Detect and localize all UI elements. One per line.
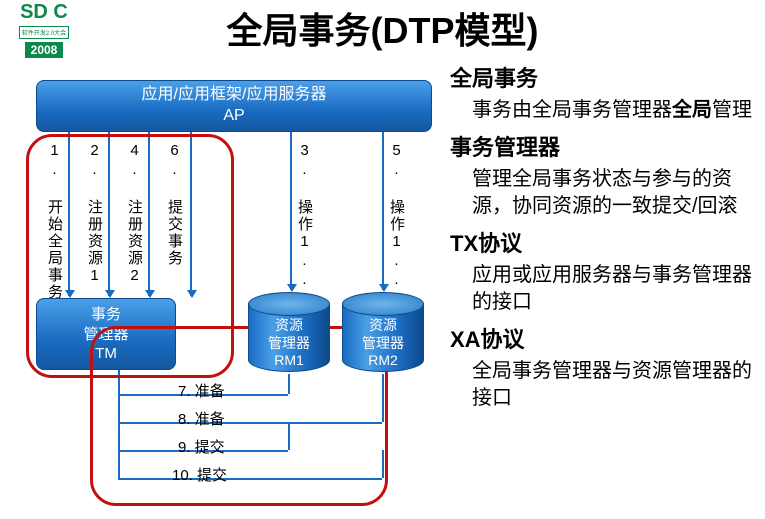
s10-v2 <box>382 450 384 478</box>
rm2-top <box>342 292 424 316</box>
rm1-top <box>248 292 330 316</box>
ap-line2: AP <box>37 106 431 127</box>
s10-v1 <box>118 450 120 478</box>
arrow-3 <box>290 132 292 290</box>
step-7: 7. 准备 <box>178 380 225 400</box>
right-panel: 全局事务 事务由全局事务管理器全局管理 事务管理器 管理全局事务状态与参与的资源… <box>450 55 760 418</box>
rm1-line2: 管理器 <box>249 335 329 353</box>
tm-line1: 事务 <box>37 305 175 325</box>
rm2-line2: 管理器 <box>343 335 423 353</box>
text-tx-proto: 应用或应用服务器与事务管理器的接口 <box>472 262 760 316</box>
arrow-5 <box>382 132 384 290</box>
arrow-4 <box>148 132 150 296</box>
step-10: 10. 提交 <box>172 464 227 484</box>
step-9: 9. 提交 <box>178 436 225 456</box>
text-tm: 管理全局事务状态与参与的资源，协同资源的一致提交/回滚 <box>472 166 760 220</box>
s8-v1 <box>118 394 120 422</box>
label-5: 5. 操作1..n <box>386 142 407 309</box>
text-xa-proto: 全局事务管理器与资源管理器的接口 <box>472 358 760 412</box>
tm-box: 事务 管理器 TM <box>36 298 176 370</box>
rm2-cylinder: 资源 管理器 RM2 <box>342 292 424 372</box>
heading-global-tx: 全局事务 <box>450 61 760 93</box>
text-global-tx: 事务由全局事务管理器全局管理 <box>472 97 760 124</box>
rm1-line1: 资源 <box>249 317 329 335</box>
arrow-2 <box>108 132 110 296</box>
rm2-line3: RM2 <box>343 352 423 370</box>
slide-title: 全局事务(DTP模型) <box>0 2 765 54</box>
label-3: 3. 操作1..n <box>294 142 315 309</box>
arrow-6 <box>190 132 192 296</box>
s9-v2 <box>288 422 290 450</box>
s8-h <box>118 422 382 424</box>
heading-tm: 事务管理器 <box>450 130 760 162</box>
dtp-diagram: 应用/应用框架/应用服务器 AP 1. 开始全局事务 2. 注册资源1 4. 注… <box>30 78 440 508</box>
label-2: 2. 注册资源1 <box>84 142 105 286</box>
s8-v2 <box>382 374 384 422</box>
ap-box: 应用/应用框架/应用服务器 AP <box>36 80 432 132</box>
tm-line2: 管理器 <box>37 325 175 345</box>
label-6: 6. 提交事务 <box>164 142 185 267</box>
label-4: 4. 注册资源2 <box>124 142 145 286</box>
arrow-1 <box>68 132 70 296</box>
heading-tx-proto: TX协议 <box>450 226 760 258</box>
s7-v2 <box>288 374 290 394</box>
ap-line1: 应用/应用框架/应用服务器 <box>37 85 431 106</box>
s7-v1 <box>118 370 120 394</box>
heading-xa-proto: XA协议 <box>450 322 760 354</box>
rm2-line1: 资源 <box>343 317 423 335</box>
tm-line3: TM <box>37 344 175 364</box>
s10-h <box>118 478 382 480</box>
step-8: 8. 准备 <box>178 408 225 428</box>
label-1: 1. 开始全局事务 <box>44 142 65 301</box>
rm1-cylinder: 资源 管理器 RM1 <box>248 292 330 372</box>
s9-v1 <box>118 422 120 450</box>
rm1-line3: RM1 <box>249 352 329 370</box>
